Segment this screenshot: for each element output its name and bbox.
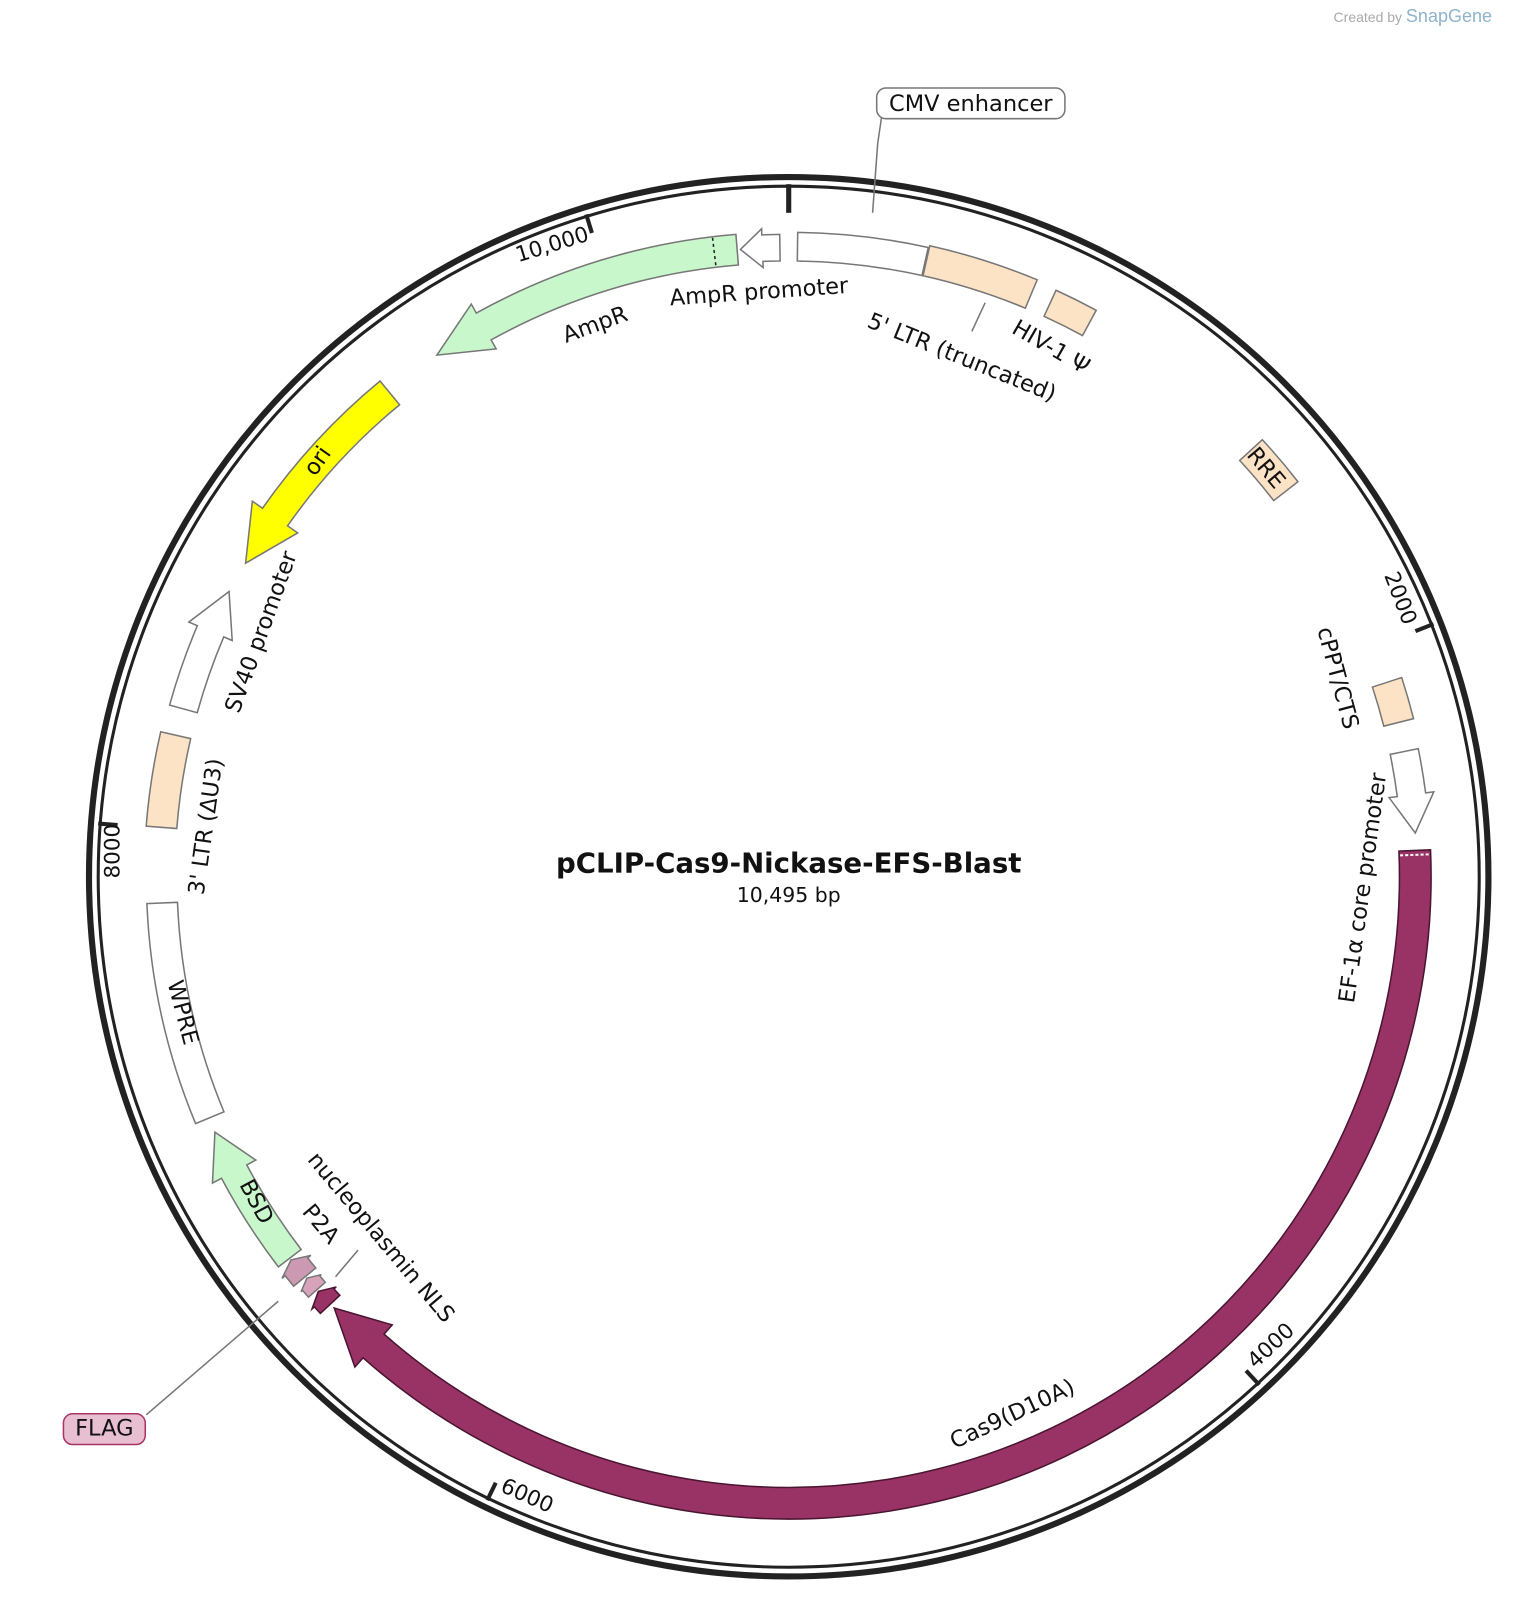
feature-shape: [145, 730, 192, 830]
credit-text: Created by: [1333, 9, 1403, 25]
feature-shape: [168, 590, 234, 714]
feature-shape: [1371, 676, 1415, 728]
feature-shape: [211, 1130, 303, 1268]
feature-shape: [146, 901, 225, 1125]
callout-line: [145, 1300, 279, 1416]
feature-label: cPPT/CTS: [1311, 624, 1363, 732]
feature-shape: [332, 849, 1432, 1520]
feature-shape: [1043, 289, 1098, 337]
feature-shape: [1238, 438, 1300, 502]
tick-label: 6000: [497, 1474, 557, 1519]
tick-label: 8000: [101, 824, 126, 879]
plasmid-title: pCLIP-Cas9-Nickase-EFS-Blast: [556, 846, 1021, 879]
callout-line: [334, 1249, 359, 1278]
plasmid-length: 10,495 bp: [737, 883, 841, 907]
feature-shape: [1387, 747, 1436, 835]
feature-label: CMV enhancer: [889, 91, 1053, 117]
feature-shape: [281, 1254, 317, 1288]
callout-line: [971, 302, 986, 332]
feature-shape: [796, 231, 930, 277]
brand: SnapGene: [1405, 6, 1492, 26]
tick-label: 2000: [1378, 568, 1421, 628]
feature-shape: [739, 227, 781, 270]
callout-box: [62, 1413, 147, 1446]
tick-mark: [485, 1481, 498, 1502]
feature-label: SV40 promoter: [220, 547, 303, 716]
backbone-outer: [85, 173, 1492, 1580]
feature-shape: [922, 244, 1039, 310]
feature-label: 3' LTR (ΔU3): [184, 757, 229, 897]
feature-label: AmpR: [559, 301, 631, 348]
tick-mark: [1414, 622, 1435, 634]
callout-box: [875, 87, 1066, 120]
tick-mark: [1244, 1369, 1261, 1387]
tick-mark: [584, 213, 594, 234]
feature-shape: [435, 233, 740, 357]
tick-mark: [98, 821, 118, 828]
feature-label: FLAG: [75, 1416, 133, 1442]
feature-divider: [711, 236, 717, 266]
feature-shape: [310, 1286, 341, 1315]
callout-line: [871, 115, 883, 213]
feature-shape: [244, 379, 401, 565]
feature-label: AmpR promoter: [669, 273, 850, 311]
feature-label: EF-1α core promoter: [1334, 771, 1392, 1005]
feature-shape: [300, 1273, 327, 1299]
feature-label: P2A: [297, 1199, 345, 1249]
credit: Created by SnapGene: [1334, 6, 1492, 27]
